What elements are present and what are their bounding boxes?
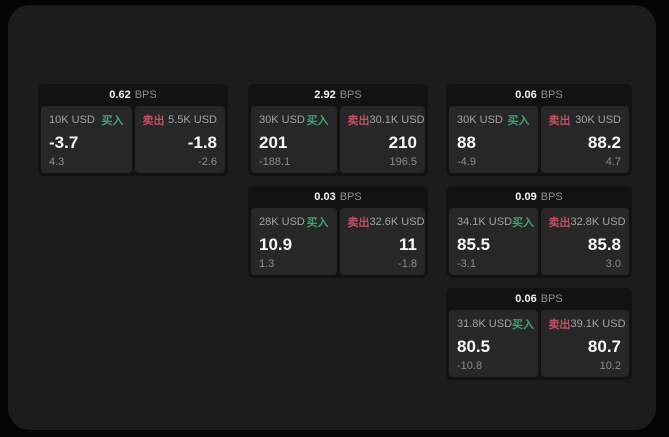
buy-sub-value: 1.3 xyxy=(259,258,275,270)
buy-side-label: 买入 xyxy=(512,319,535,331)
bps-unit: BPS xyxy=(339,89,362,101)
buy-side-label: 买入 xyxy=(507,115,530,127)
sell-price: 85.8 xyxy=(587,234,621,254)
quote-body: 30K USD 买入 201 -188.1 卖出 30.1K USD 210 1… xyxy=(248,106,428,176)
buy-price: 88 xyxy=(457,132,476,152)
buy-amount: 10K USD xyxy=(49,114,95,126)
bps-unit: BPS xyxy=(134,89,157,101)
bps-header: 2.92 BPS xyxy=(248,84,428,106)
bps-header: 0.09 BPS xyxy=(446,186,632,208)
bps-value: 2.92 xyxy=(314,89,336,101)
bps-value: 0.06 xyxy=(515,293,537,305)
buy-sub-value: -3.1 xyxy=(457,258,476,270)
sell-side-label: 卖出 xyxy=(548,319,571,331)
sell-price: 88.2 xyxy=(587,132,621,152)
buy-side-label: 买入 xyxy=(306,115,329,127)
buy-amount: 28K USD xyxy=(259,216,305,228)
buy-price: 10.9 xyxy=(259,234,293,254)
sell-amount: 30K USD xyxy=(575,114,621,126)
quote-card: 0.06 BPS 31.8K USD 买入 80.5 -10.8 卖出 39.1… xyxy=(446,288,632,380)
sell-panel[interactable]: 卖出 30.1K USD 210 196.5 xyxy=(339,106,425,173)
buy-side-label: 买入 xyxy=(306,217,329,229)
buy-amount: 31.8K USD xyxy=(457,318,513,330)
quote-card: 0.09 BPS 34.1K USD 买入 85.5 -3.1 卖出 32.8K… xyxy=(446,186,632,278)
quote-card: 2.92 BPS 30K USD 买入 201 -188.1 卖出 30.1K … xyxy=(248,84,428,176)
sell-amount: 5.5K USD xyxy=(168,114,217,126)
quote-body: 28K USD 买入 10.9 1.3 卖出 32.6K USD 11 -1.8 xyxy=(248,208,428,278)
sell-sub-value: 196.5 xyxy=(389,156,417,168)
bps-header: 0.62 BPS xyxy=(38,84,228,106)
quote-body: 31.8K USD 买入 80.5 -10.8 卖出 39.1K USD 80.… xyxy=(446,310,632,380)
sell-side-label: 卖出 xyxy=(548,217,571,229)
sell-sub-value: 10.2 xyxy=(599,360,621,372)
sell-amount: 32.8K USD xyxy=(570,216,626,228)
quote-board-window: 0.62 BPS 10K USD 买入 -3.7 4.3 卖出 5.5K USD… xyxy=(8,5,656,430)
bps-unit: BPS xyxy=(540,293,563,305)
buy-side-label: 买入 xyxy=(101,115,124,127)
sell-panel[interactable]: 卖出 32.6K USD 11 -1.8 xyxy=(339,208,425,275)
sell-side-label: 卖出 xyxy=(347,115,370,127)
sell-sub-value: 4.7 xyxy=(605,156,621,168)
buy-price: 85.5 xyxy=(457,234,491,254)
sell-side-label: 卖出 xyxy=(548,115,571,127)
sell-panel[interactable]: 卖出 5.5K USD -1.8 -2.6 xyxy=(134,106,225,173)
sell-price: 11 xyxy=(399,234,417,254)
buy-amount: 34.1K USD xyxy=(457,216,513,228)
bps-unit: BPS xyxy=(339,191,362,203)
quote-card: 0.62 BPS 10K USD 买入 -3.7 4.3 卖出 5.5K USD… xyxy=(38,84,228,176)
buy-sub-value: -188.1 xyxy=(259,156,291,168)
sell-amount: 30.1K USD xyxy=(369,114,425,126)
sell-price: -1.8 xyxy=(187,132,217,152)
buy-side-label: 买入 xyxy=(512,217,535,229)
sell-sub-value: -1.8 xyxy=(398,258,417,270)
buy-price: 80.5 xyxy=(457,336,491,356)
bps-value: 0.03 xyxy=(314,191,336,203)
buy-amount: 30K USD xyxy=(457,114,503,126)
sell-panel[interactable]: 卖出 32.8K USD 85.8 3.0 xyxy=(540,208,629,275)
sell-amount: 32.6K USD xyxy=(369,216,425,228)
sell-sub-value: 3.0 xyxy=(605,258,621,270)
buy-sub-value: -10.8 xyxy=(457,360,483,372)
quote-card: 0.06 BPS 30K USD 买入 88 -4.9 卖出 30K USD 8… xyxy=(446,84,632,176)
bps-header: 0.03 BPS xyxy=(248,186,428,208)
buy-price: -3.7 xyxy=(49,132,79,152)
bps-unit: BPS xyxy=(540,89,563,101)
bps-unit: BPS xyxy=(540,191,563,203)
buy-panel[interactable]: 31.8K USD 买入 80.5 -10.8 xyxy=(449,310,538,377)
quote-card: 0.03 BPS 28K USD 买入 10.9 1.3 卖出 32.6K US… xyxy=(248,186,428,278)
buy-sub-value: -4.9 xyxy=(457,156,476,168)
bps-header: 0.06 BPS xyxy=(446,84,632,106)
bps-value: 0.06 xyxy=(515,89,537,101)
buy-panel[interactable]: 28K USD 买入 10.9 1.3 xyxy=(251,208,337,275)
quote-body: 10K USD 买入 -3.7 4.3 卖出 5.5K USD -1.8 -2.… xyxy=(38,106,228,176)
bps-header: 0.06 BPS xyxy=(446,288,632,310)
sell-side-label: 卖出 xyxy=(142,115,165,127)
sell-amount: 39.1K USD xyxy=(570,318,626,330)
buy-sub-value: 4.3 xyxy=(49,156,65,168)
sell-sub-value: -2.6 xyxy=(198,156,217,168)
sell-price: 210 xyxy=(388,132,417,152)
quote-body: 34.1K USD 买入 85.5 -3.1 卖出 32.8K USD 85.8… xyxy=(446,208,632,278)
buy-panel[interactable]: 34.1K USD 买入 85.5 -3.1 xyxy=(449,208,538,275)
sell-side-label: 卖出 xyxy=(347,217,370,229)
sell-panel[interactable]: 卖出 39.1K USD 80.7 10.2 xyxy=(540,310,629,377)
quote-body: 30K USD 买入 88 -4.9 卖出 30K USD 88.2 4.7 xyxy=(446,106,632,176)
buy-panel[interactable]: 30K USD 买入 201 -188.1 xyxy=(251,106,337,173)
buy-panel[interactable]: 30K USD 买入 88 -4.9 xyxy=(449,106,538,173)
buy-panel[interactable]: 10K USD 买入 -3.7 4.3 xyxy=(41,106,132,173)
sell-price: 80.7 xyxy=(587,336,621,356)
bps-value: 0.09 xyxy=(515,191,537,203)
bps-value: 0.62 xyxy=(109,89,131,101)
buy-price: 201 xyxy=(259,132,288,152)
sell-panel[interactable]: 卖出 30K USD 88.2 4.7 xyxy=(540,106,629,173)
buy-amount: 30K USD xyxy=(259,114,305,126)
